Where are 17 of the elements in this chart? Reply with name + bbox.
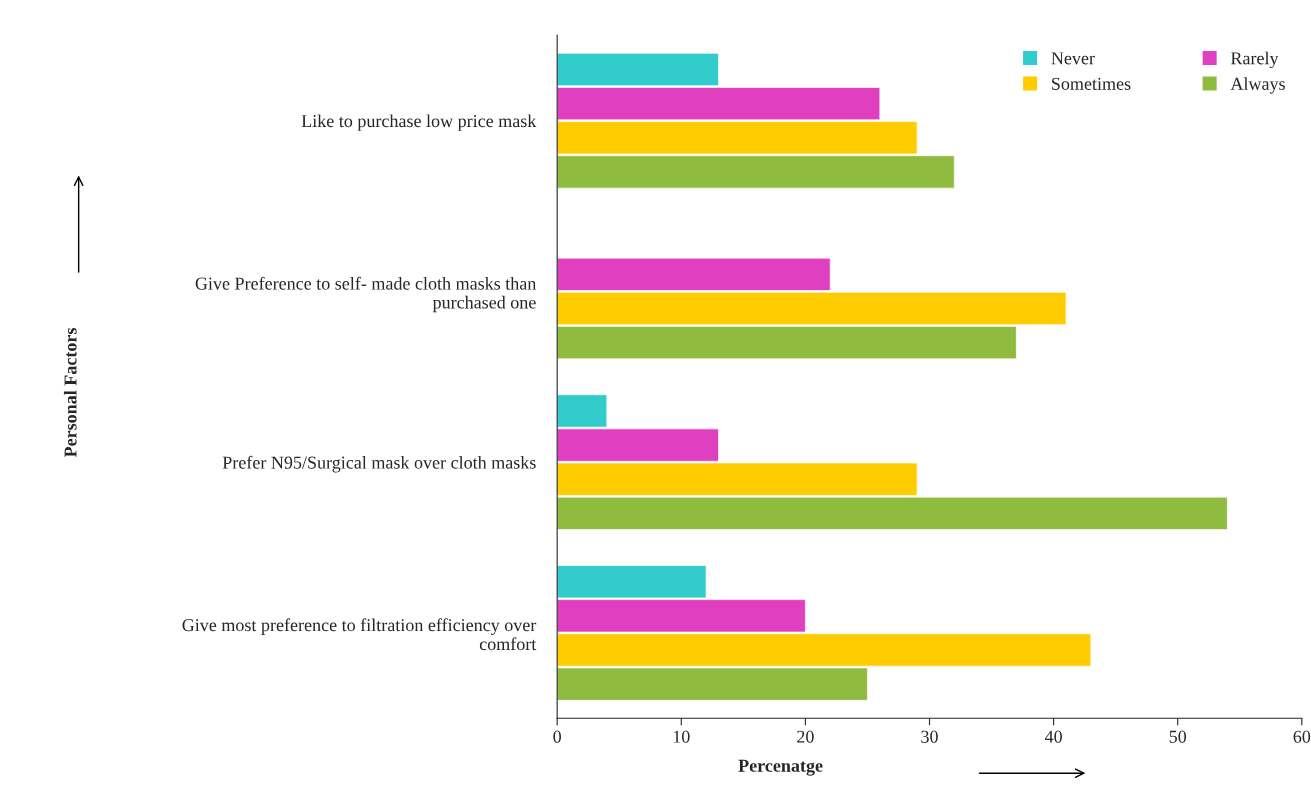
x-tick-label: 20 bbox=[797, 730, 814, 743]
legend-label: Sometimes bbox=[1052, 77, 1131, 90]
legend-label: Never bbox=[1051, 52, 1095, 65]
x-axis-title: Percenatge bbox=[738, 759, 823, 776]
x-tick-label: 50 bbox=[1169, 730, 1187, 743]
legend-label: Always bbox=[1230, 77, 1285, 94]
y-tick-label: Give Preference to self- made cloth masks than purchased one bbox=[195, 276, 537, 313]
x-tick-label: 60 bbox=[1293, 730, 1311, 743]
y-tick-label: Give most preference to filtration efficiency over comfort bbox=[182, 618, 537, 651]
y-tick-label: Prefer N95/Surgical mask over cloth masks bbox=[222, 455, 536, 473]
legend-label: Rarely bbox=[1230, 51, 1279, 69]
x-tick-label: 10 bbox=[673, 730, 690, 743]
x-tick-label: 40 bbox=[1044, 730, 1062, 743]
y-tick-label: Like to purchase low price mask bbox=[301, 114, 537, 131]
x-tick-label: 30 bbox=[921, 730, 938, 743]
text: Personal Factors bbox=[63, 328, 77, 458]
x-tick-label: 0 bbox=[553, 730, 561, 743]
